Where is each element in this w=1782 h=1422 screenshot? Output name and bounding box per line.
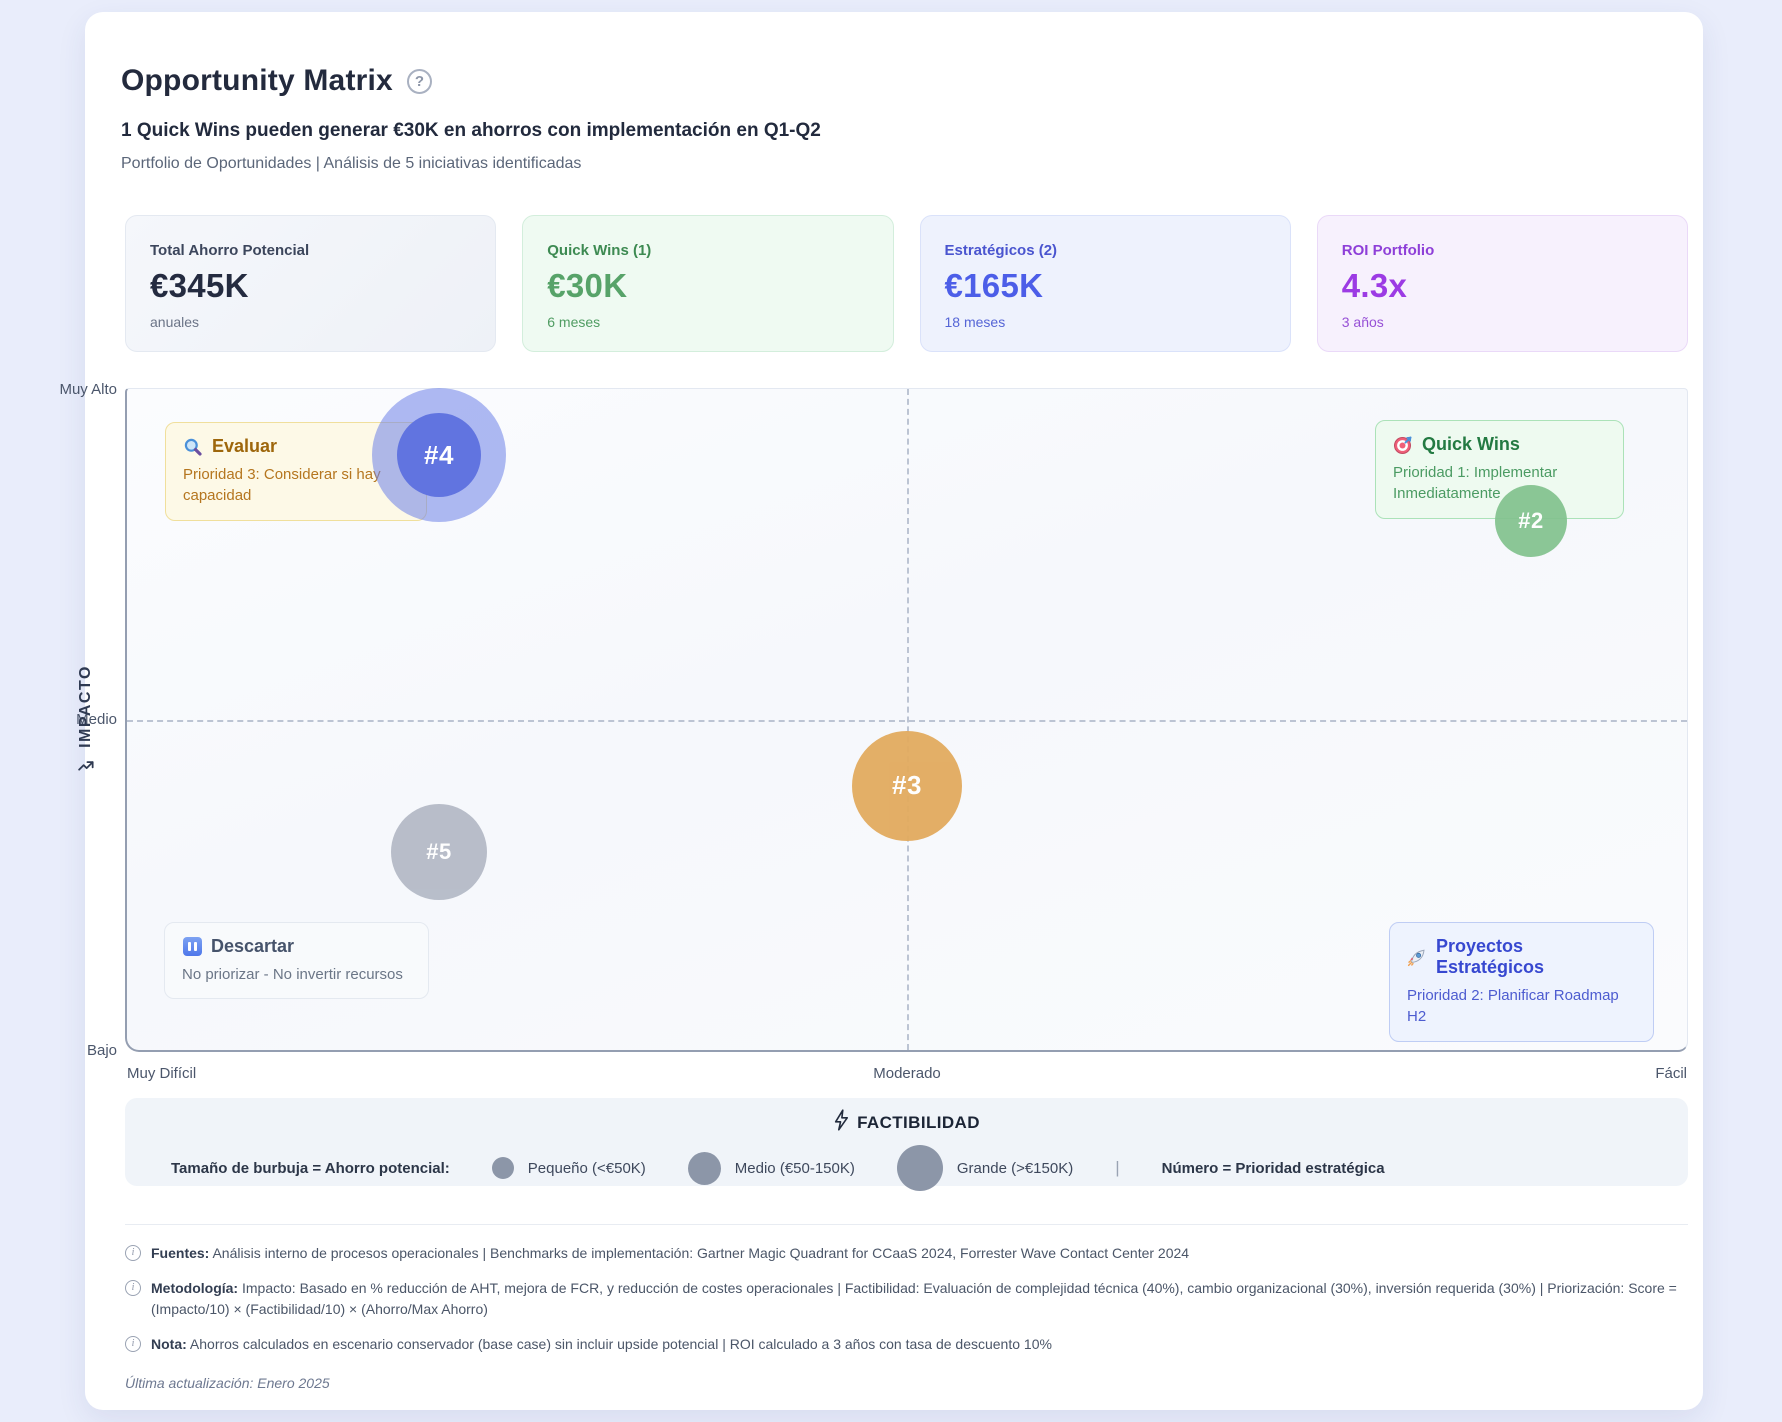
- y-axis-title-wrap: IMPACTO: [69, 389, 103, 1050]
- kpi-value: €345K: [150, 267, 249, 304]
- small-bubble-dot-icon: [491, 1157, 514, 1179]
- quadrant-title: Quick Wins: [1422, 434, 1520, 454]
- magnifier-icon: [183, 437, 203, 457]
- footnote-nota: i Nota: Ahorros calculados en escenario …: [125, 1334, 1688, 1356]
- x-tick-moderado: Moderado: [873, 1065, 941, 1082]
- legend-item-grande: Grande (>€150K): [896, 1145, 1073, 1191]
- legend-size-label: Tamaño de burbuja = Ahorro potencial:: [171, 1159, 450, 1177]
- legend-number-note: Número = Prioridad estratégica: [1161, 1159, 1385, 1177]
- page-title: Opportunity Matrix: [121, 64, 393, 97]
- y-tick-bajo: Bajo: [86, 1042, 117, 1059]
- headline: 1 Quick Wins pueden generar €30K en ahor…: [121, 120, 821, 141]
- kpi-label: ROI Portfolio: [1341, 242, 1435, 259]
- large-bubble-dot-icon: [896, 1145, 943, 1191]
- footnote-metodologia: i Metodología: Impacto: Basado en % redu…: [125, 1278, 1688, 1321]
- quadrant-body: Prioridad 1: Implementar Inmediatamente: [1393, 464, 1558, 503]
- kpi-value: 4.3x: [1341, 267, 1408, 304]
- kpi-sub: 18 meses: [944, 314, 1006, 330]
- quadrant-note-evaluar: Evaluar Prioridad 3: Considerar si hay c…: [165, 422, 427, 521]
- legend-item-medio: Medio (€50-150K): [687, 1151, 855, 1185]
- kpi-label: Quick Wins (1): [547, 242, 652, 259]
- y-tick-muy-alto: Muy Alto: [59, 381, 117, 398]
- kpi-card-estrategicos: Estratégicos (2) €165K 18 meses: [919, 215, 1291, 352]
- kpi-card-roi-portfolio: ROI Portfolio 4.3x 3 años: [1316, 215, 1688, 352]
- quadrant-note-proyectos-estrategicos: Proyectos Estratégicos Prioridad 2: Plan…: [1389, 922, 1654, 1042]
- kpi-label: Total Ahorro Potencial: [150, 242, 310, 259]
- chart-legend: FACTIBILIDAD Tamaño de burbuja = Ahorro …: [125, 1098, 1688, 1191]
- trending-up-icon: [77, 756, 95, 774]
- kpi-sub: 6 meses: [547, 314, 601, 330]
- kpi-sub: 3 años: [1341, 314, 1384, 330]
- kpi-value: €30K: [547, 267, 628, 304]
- bubble-label: #3: [892, 770, 922, 801]
- bubble-priority-2[interactable]: #2: [1495, 485, 1567, 558]
- opportunity-matrix-card: Opportunity Matrix ? 1 Quick Wins pueden…: [59, 12, 1703, 1410]
- footnote-fuentes: i Fuentes: Análisis interno de procesos …: [125, 1243, 1688, 1265]
- quadrant-title: Proyectos Estratégicos: [1436, 936, 1545, 977]
- bubble-label: #4: [424, 439, 454, 470]
- pause-icon: [182, 937, 202, 957]
- kpi-row: Total Ahorro Potencial €345K anuales Qui…: [125, 215, 1688, 352]
- subheadline: Portfolio de Oportunidades | Análisis de…: [121, 155, 582, 172]
- info-icon: i: [125, 1336, 141, 1353]
- quadrant-title: Descartar: [211, 936, 295, 956]
- bubble-priority-4[interactable]: #4: [397, 413, 481, 498]
- quadrant-body: Prioridad 3: Considerar si hay capacidad: [183, 466, 381, 505]
- target-icon: [1393, 435, 1413, 455]
- kpi-card-total-ahorro: Total Ahorro Potencial €345K anuales: [125, 215, 497, 352]
- kpi-label: Estratégicos (2): [944, 242, 1058, 259]
- x-tick-muy-dificil: Muy Difícil: [127, 1065, 197, 1082]
- quadrant-title: Evaluar: [212, 436, 278, 456]
- kpi-card-quick-wins: Quick Wins (1) €30K 6 meses: [522, 215, 894, 352]
- x-axis-title: FACTIBILIDAD: [857, 1112, 980, 1132]
- footnotes: i Fuentes: Análisis interno de procesos …: [125, 1224, 1688, 1391]
- legend-separator: |: [1115, 1158, 1120, 1177]
- kpi-sub: anuales: [150, 314, 200, 330]
- quadrant-body: Prioridad 2: Planificar Roadmap H2: [1407, 987, 1619, 1026]
- rocket-icon: [1407, 947, 1427, 967]
- bubble-label: #2: [1518, 508, 1544, 534]
- info-icon: i: [125, 1279, 141, 1296]
- opportunity-matrix-chart: Muy Alto Medio Bajo IMPACTO Muy Difícil …: [59, 381, 1688, 1082]
- header: Opportunity Matrix ? 1 Quick Wins pueden…: [121, 64, 821, 173]
- bubble-priority-3[interactable]: #3: [852, 730, 962, 841]
- y-axis-title: IMPACTO: [77, 664, 95, 748]
- bubble-priority-5[interactable]: #5: [391, 803, 487, 900]
- quadrant-note-descartar: Descartar No priorizar - No invertir rec…: [164, 922, 429, 1000]
- y-tick-medio: Medio: [76, 710, 117, 728]
- info-icon: i: [125, 1245, 141, 1261]
- medium-bubble-dot-icon: [687, 1151, 721, 1185]
- quadrant-body: No priorizar - No invertir recursos: [182, 966, 403, 983]
- legend-item-pequeno: Pequeño (<€50K): [491, 1157, 646, 1179]
- lightning-bolt-icon: [833, 1109, 849, 1136]
- x-tick-facil: Fácil: [1655, 1065, 1687, 1082]
- bubble-label: #5: [426, 838, 452, 864]
- help-icon[interactable]: ?: [406, 68, 432, 94]
- horizontal-midline: [127, 719, 1687, 722]
- kpi-value: €165K: [944, 267, 1044, 304]
- last-update: Última actualización: Enero 2025: [125, 1374, 330, 1391]
